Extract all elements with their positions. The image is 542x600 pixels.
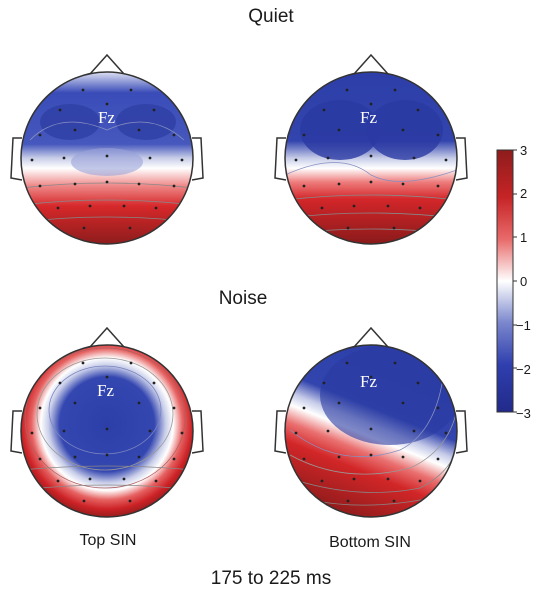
left-ear bbox=[10, 410, 23, 454]
topomap-noise-top-sin: Fz bbox=[10, 326, 204, 518]
left-ear bbox=[274, 137, 287, 181]
right-ear bbox=[455, 410, 468, 454]
left-ear bbox=[274, 410, 287, 454]
colorbar-tick-3: 3 bbox=[520, 143, 528, 158]
electrode-fz-label: Fz bbox=[360, 108, 377, 127]
left-ear bbox=[10, 137, 23, 181]
nose bbox=[89, 53, 125, 75]
nose bbox=[89, 326, 125, 348]
right-ear bbox=[191, 137, 204, 181]
colorbar-tick-neg3: −3 bbox=[516, 406, 531, 421]
right-ear bbox=[455, 137, 468, 181]
colorbar-tick-0: 0 bbox=[520, 274, 528, 289]
electrode-fz-label: Fz bbox=[97, 381, 114, 400]
colorbar-tick-2: 2 bbox=[520, 186, 528, 201]
colorbar bbox=[496, 149, 517, 413]
colorbar-tick-neg1: −1 bbox=[516, 318, 531, 333]
nose bbox=[353, 53, 389, 75]
colorbar-tick-neg2: −2 bbox=[516, 362, 531, 377]
colorbar-ticks bbox=[513, 149, 517, 413]
row-title-noise: Noise bbox=[218, 288, 268, 309]
topomap-noise-bottom-sin: Fz bbox=[274, 326, 468, 518]
electrode-fz-label: Fz bbox=[360, 372, 377, 391]
column-label-bottom-sin: Bottom SIN bbox=[329, 534, 411, 551]
colorbar-tick-1: 1 bbox=[520, 230, 528, 245]
electrode-fz-label: Fz bbox=[98, 108, 115, 127]
topomap-quiet-bottom-sin: Fz bbox=[274, 53, 468, 245]
right-ear bbox=[191, 410, 204, 454]
time-window-label: 175 to 225 ms bbox=[210, 568, 332, 589]
column-label-top-sin: Top SIN bbox=[79, 532, 137, 549]
nose bbox=[353, 326, 389, 348]
row-title-quiet: Quiet bbox=[248, 6, 294, 27]
topomap-quiet-top-sin: Fz bbox=[10, 53, 204, 245]
